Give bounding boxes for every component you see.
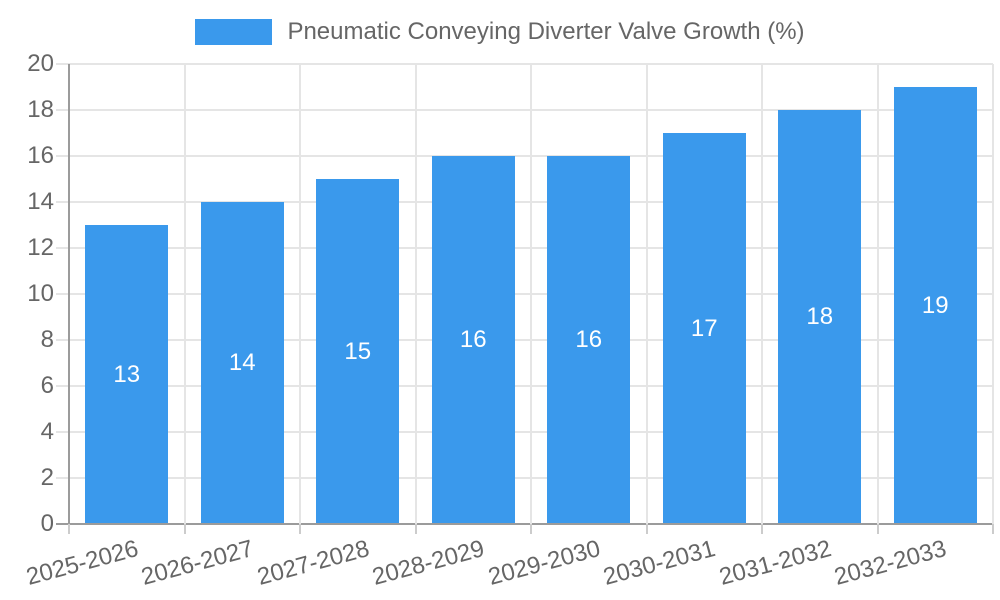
x-tick-mark <box>299 524 301 534</box>
y-tick-label: 4 <box>40 418 54 445</box>
bar <box>893 87 977 523</box>
bar-value-label: 17 <box>690 314 718 342</box>
y-tick-label: 8 <box>40 326 54 353</box>
gridline <box>56 201 993 203</box>
x-tick-mark <box>876 524 879 534</box>
x-tick-label: 2027-2028 <box>254 535 373 591</box>
y-tick-label: 18 <box>27 96 54 123</box>
gridline <box>56 339 993 341</box>
bar-value-label: 13 <box>113 360 141 388</box>
bar <box>200 202 284 523</box>
bar-value-label: 16 <box>459 326 487 353</box>
x-tick-label: 2031-2032 <box>716 535 835 591</box>
x-tick-mark <box>414 524 417 534</box>
bar-value-label: 16 <box>575 326 603 353</box>
x-tick-mark <box>992 524 994 534</box>
gridline-vertical <box>530 64 532 524</box>
legend-label: Pneumatic Conveying Diverter Valve Growt… <box>287 18 805 45</box>
x-tick-label: 2025-2026 <box>23 535 142 591</box>
gridline-vertical <box>414 64 417 524</box>
bar <box>85 225 169 523</box>
y-axis-line <box>68 64 70 524</box>
gridline <box>56 247 993 249</box>
bar <box>547 156 631 523</box>
gridline-vertical <box>645 64 648 524</box>
gridline-vertical <box>761 64 763 524</box>
bar <box>431 156 515 523</box>
x-tick-label: 2026-2027 <box>138 535 257 591</box>
gridline <box>56 431 993 433</box>
gridline-vertical <box>183 64 186 524</box>
legend-swatch-icon <box>195 19 273 45</box>
gridline <box>56 155 993 157</box>
y-tick-label: 20 <box>27 50 54 77</box>
y-tick-label: 16 <box>27 142 54 169</box>
x-tick-label: 2032-2033 <box>831 535 950 591</box>
legend[interactable]: Pneumatic Conveying Diverter Valve Growt… <box>0 18 1000 46</box>
x-tick-label: 2028-2029 <box>369 535 488 591</box>
x-tick-label: 2029-2030 <box>485 535 604 591</box>
gridline <box>56 63 993 65</box>
bar <box>662 133 746 523</box>
gridline-vertical <box>299 64 301 524</box>
x-tick-mark <box>530 524 532 534</box>
gridline <box>56 385 993 387</box>
y-tick-label: 12 <box>27 234 54 261</box>
x-axis-line <box>56 523 993 525</box>
bar-value-label: 18 <box>806 303 834 330</box>
y-tick-label: 14 <box>27 188 54 215</box>
x-tick-label: 2030-2031 <box>600 535 719 591</box>
y-tick-label: 10 <box>27 280 54 307</box>
gridline <box>56 477 993 479</box>
x-tick-mark <box>645 524 648 534</box>
y-tick-label: 6 <box>40 372 54 399</box>
y-tick-label: 2 <box>40 464 54 491</box>
x-tick-mark <box>761 524 763 534</box>
bar <box>316 179 400 523</box>
gridline <box>56 293 993 295</box>
bar-value-label: 19 <box>921 291 949 319</box>
y-tick-label: 0 <box>40 510 54 537</box>
gridline-vertical <box>876 64 879 524</box>
bar-value-label: 14 <box>228 349 256 376</box>
x-tick-mark <box>183 524 186 534</box>
bar <box>778 110 862 523</box>
gridline <box>56 109 993 111</box>
plot-right-border <box>992 64 994 524</box>
x-tick-mark <box>68 524 70 534</box>
bar-value-label: 15 <box>344 337 372 365</box>
